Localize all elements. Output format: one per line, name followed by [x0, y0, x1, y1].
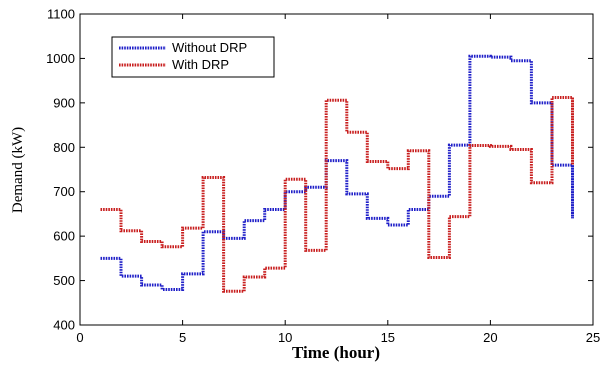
series-line-without-drp: [100, 54, 574, 291]
y-tick-label: 800: [53, 140, 75, 155]
series-layer: [100, 54, 574, 293]
x-axis-title: Time (hour): [292, 343, 380, 362]
x-tick-label: 25: [586, 330, 600, 345]
y-tick-labels: 400 500 600 700 800 900 1000 1100: [46, 7, 75, 333]
y-tick-label: 700: [53, 184, 75, 199]
y-axis-title: Demand (kW): [10, 127, 26, 213]
x-tick-label: 10: [278, 330, 292, 345]
series-line-with-drp: [100, 96, 574, 293]
y-tick-label: 500: [53, 273, 75, 288]
y-tick-label: 400: [53, 318, 75, 333]
legend-box: [111, 36, 275, 78]
x-tick-label: 20: [483, 330, 497, 345]
plot-frame: [79, 13, 594, 326]
x-tick-label: 15: [381, 330, 395, 345]
legend-label-without-drp: Without DRP: [172, 40, 247, 55]
y-tick-label: 600: [53, 229, 75, 244]
y-tick-label: 1000: [46, 51, 75, 66]
ticks-layer: [79, 13, 594, 326]
x-tick-label: 0: [76, 330, 83, 345]
x-tick-labels: 0 5 10 15 20 25: [76, 330, 600, 345]
y-tick-label: 900: [53, 95, 75, 110]
legend-label-with-drp: With DRP: [172, 57, 229, 72]
legend: Without DRP With DRP: [111, 36, 275, 78]
y-tick-label: 1100: [47, 7, 75, 22]
x-tick-label: 5: [179, 330, 186, 345]
